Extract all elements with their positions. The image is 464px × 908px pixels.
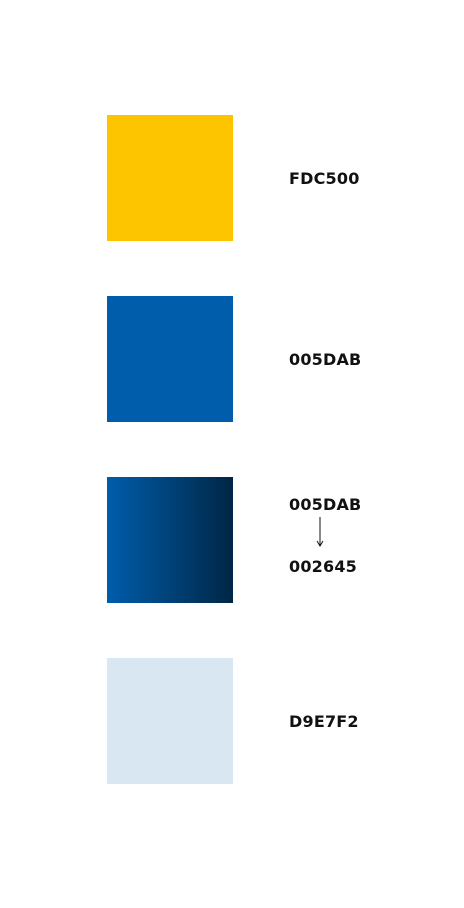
label-gradient-end: 002645 <box>289 557 357 576</box>
label-blue: 005DAB <box>289 350 362 369</box>
label-yellow: FDC500 <box>289 169 360 188</box>
swatch-light-blue <box>107 658 233 784</box>
label-light-blue: D9E7F2 <box>289 712 359 731</box>
swatch-gradient <box>107 477 233 603</box>
swatch-blue <box>107 296 233 422</box>
label-gradient-start: 005DAB <box>289 495 362 514</box>
swatch-yellow <box>107 115 233 241</box>
arrow-down-icon <box>316 517 324 547</box>
